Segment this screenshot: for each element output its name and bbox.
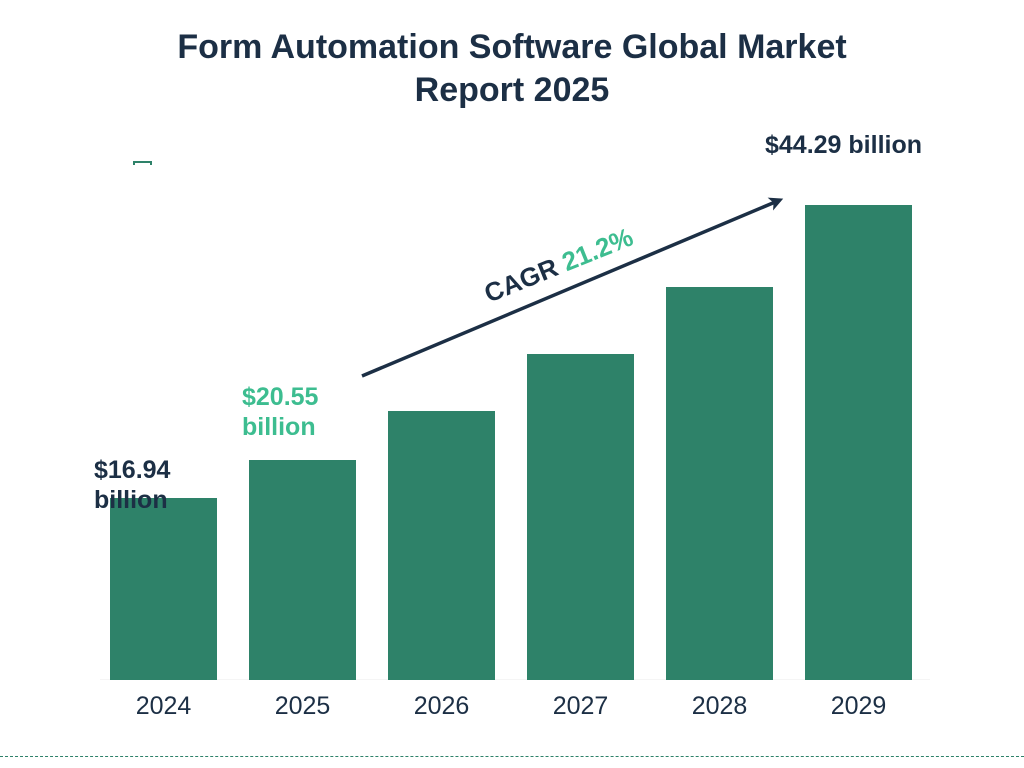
value-label-2024: $16.94billion (94, 455, 170, 515)
chart-page: { "title": { "text": "Form Automation So… (0, 0, 1024, 768)
bar-2029 (805, 205, 912, 680)
bar-2025 (249, 460, 356, 680)
x-label-2026: 2026 (414, 692, 470, 721)
bar-chart: 202420252026202720282029 (100, 165, 930, 680)
x-label-2024: 2024 (136, 692, 192, 721)
value-label-2029: $44.29 billion (765, 130, 922, 160)
bar-2028 (666, 287, 773, 680)
x-label-2029: 2029 (831, 692, 887, 721)
bar-2026 (388, 411, 495, 680)
value-label-2025: $20.55billion (242, 382, 318, 442)
x-label-2028: 2028 (692, 692, 748, 721)
bar-2027 (527, 354, 634, 680)
x-label-2025: 2025 (275, 692, 331, 721)
chart-title: Form Automation Software Global MarketRe… (0, 26, 1024, 111)
bar-2024 (110, 498, 217, 680)
bottom-dashed-divider (0, 756, 1024, 757)
x-label-2027: 2027 (553, 692, 609, 721)
